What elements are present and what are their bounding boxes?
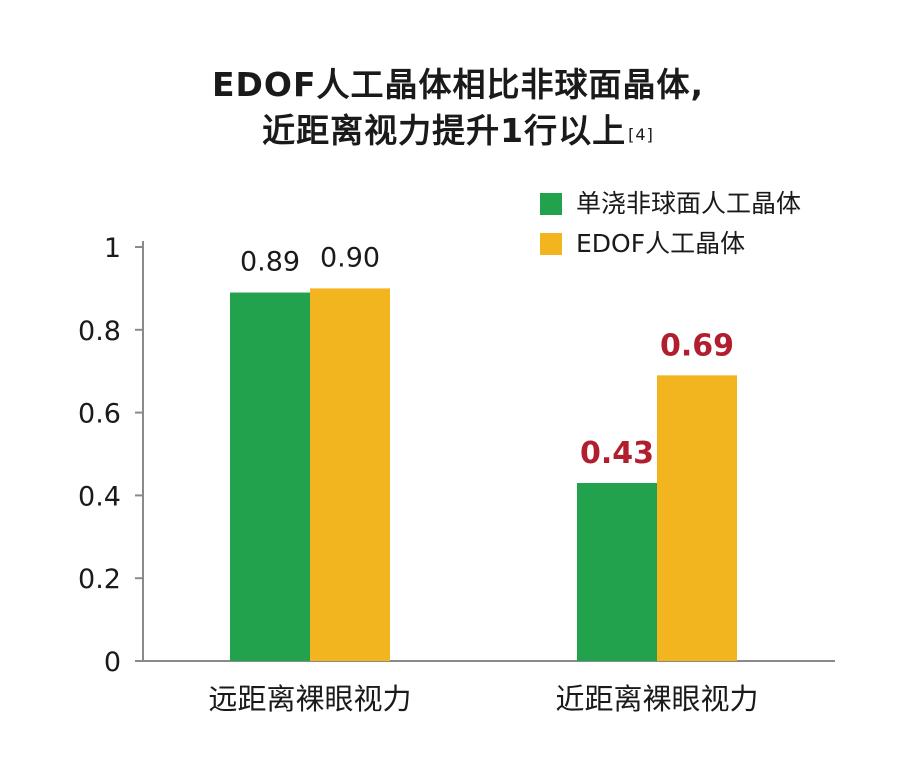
reference-marker: [4] — [628, 125, 654, 144]
y-tick-label: 0 — [104, 647, 121, 678]
data-label: 0.43 — [580, 436, 654, 471]
data-label: 0.69 — [660, 328, 734, 363]
legend-label-series-2: EDOF人工晶体 — [576, 229, 746, 258]
bar-2-2 — [657, 375, 737, 661]
x-category-label: 近距离裸眼视力 — [555, 682, 758, 716]
legend-item-series-1: 单浇非球面人工晶体 — [540, 189, 801, 219]
legend-label-series-1: 单浇非球面人工晶体 — [576, 189, 802, 218]
bar-1-1 — [230, 292, 310, 661]
y-tick-label: 0.2 — [78, 564, 121, 595]
bar-1-2 — [577, 482, 657, 661]
chart-title-line-1: EDOF人工晶体相比非球面晶体, — [211, 65, 705, 104]
legend-swatch-series-1 — [540, 193, 562, 215]
chart-title-line-2: 近距离视力提升1行以上 [4] — [0, 108, 916, 160]
chart-title-line-2-text: 近距离视力提升1行以上 — [262, 111, 627, 150]
chart-title: EDOF人工晶体相比非球面晶体, 近距离视力提升1行以上 [4] — [0, 62, 916, 160]
y-tick-label: 0.6 — [78, 399, 121, 430]
bar-2-1 — [310, 288, 390, 661]
data-label: 0.89 — [240, 247, 300, 278]
y-tick-label: 0.4 — [78, 481, 121, 512]
y-tick-label: 1 — [104, 233, 121, 264]
legend-swatch-series-2 — [540, 233, 562, 255]
data-label: 0.90 — [320, 242, 380, 273]
y-tick-label: 0.8 — [78, 316, 121, 347]
legend-item-series-2: EDOF人工晶体 — [540, 229, 745, 259]
x-category-label: 远距离裸眼视力 — [208, 682, 411, 716]
